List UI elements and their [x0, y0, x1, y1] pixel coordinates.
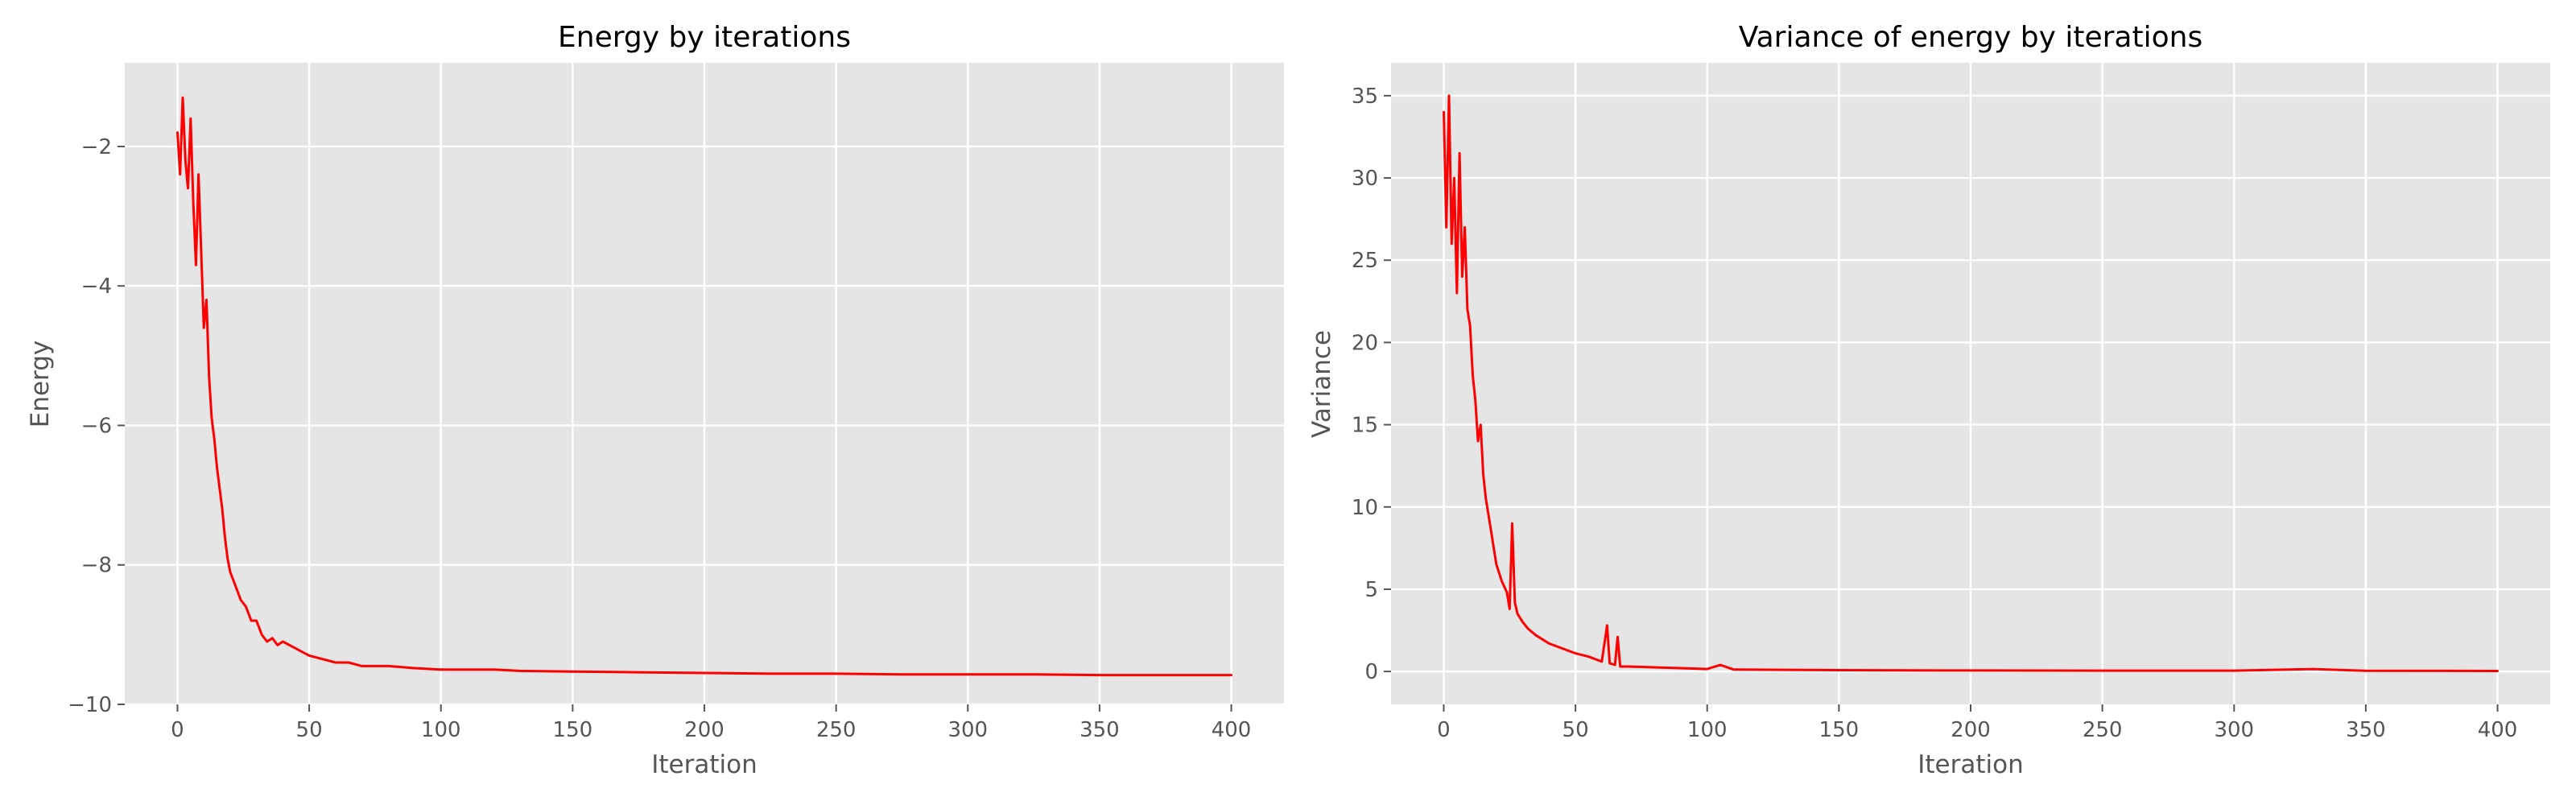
variance-chart-title: Variance of energy by iterations: [1739, 21, 2202, 54]
variance-y-axis-label: Variance: [1307, 330, 1336, 438]
variance-x-tick-label: 400: [2478, 718, 2518, 742]
variance-x-tick-label: 100: [1687, 718, 1728, 742]
energy-y-tick-label: −10: [68, 693, 112, 717]
energy-series: [176, 96, 1232, 677]
energy-x-tick-label: 400: [1212, 718, 1252, 742]
variance-y-tick-label: 35: [1352, 85, 1378, 109]
variance-x-tick-label: 50: [1563, 718, 1589, 742]
energy-x-tick-label: 350: [1080, 718, 1120, 742]
variance-x-tick-label: 250: [2083, 718, 2123, 742]
energy-chart-panel: 0 50 100 150 200 250 300 350 400 −10 −8 −6 −4 −2 Ener…: [26, 21, 1284, 779]
variance-y-tick-label: 30: [1352, 167, 1378, 191]
variance-series: [1443, 94, 2499, 672]
variance-y-tick-label: 10: [1352, 496, 1378, 520]
energy-ticks: 0 50 100 150 200 250 300 350 400 −10 −8 −6 −4 −2: [68, 135, 1251, 742]
variance-y-tick-label: 25: [1352, 249, 1378, 273]
variance-y-tick-label: 5: [1364, 578, 1378, 602]
variance-x-tick-label: 300: [2214, 718, 2254, 742]
variance-gridlines: [1391, 63, 2550, 704]
variance-x-tick-label: 350: [2346, 718, 2386, 742]
energy-y-tick-label: −6: [81, 414, 112, 438]
energy-y-axis-label: Energy: [26, 341, 55, 428]
variance-chart-panel: 0 50 100 150 200 250 300 350 400 0 5 10 15 20 25 30 35 V…: [1307, 21, 2550, 779]
variance-x-tick-label: 0: [1437, 718, 1451, 742]
variance-y-tick-label: 15: [1352, 414, 1378, 438]
energy-x-tick-label: 0: [171, 718, 184, 742]
energy-series-line: [176, 96, 1232, 677]
energy-y-tick-label: −4: [81, 275, 112, 299]
variance-x-tick-label: 200: [1951, 718, 1991, 742]
energy-x-tick-label: 50: [296, 718, 323, 742]
energy-y-tick-label: −2: [81, 135, 112, 159]
energy-x-tick-label: 100: [421, 718, 461, 742]
energy-x-tick-label: 150: [553, 718, 593, 742]
energy-gridlines: [125, 63, 1284, 706]
energy-x-axis-label: Iteration: [651, 750, 758, 779]
variance-x-axis-label: Iteration: [1918, 750, 2024, 779]
energy-x-tick-label: 300: [947, 718, 988, 742]
energy-y-tick-label: −8: [81, 554, 112, 578]
energy-x-tick-label: 250: [816, 718, 857, 742]
variance-y-tick-label: 0: [1364, 660, 1378, 684]
variance-series-line: [1443, 94, 2499, 672]
variance-x-tick-label: 150: [1819, 718, 1860, 742]
variance-y-tick-label: 20: [1352, 331, 1378, 355]
energy-x-tick-label: 200: [684, 718, 724, 742]
energy-chart-title: Energy by iterations: [558, 21, 851, 54]
variance-ticks: 0 50 100 150 200 250 300 350 400 0 5 10 15 20 25 30 35: [1352, 85, 2517, 742]
